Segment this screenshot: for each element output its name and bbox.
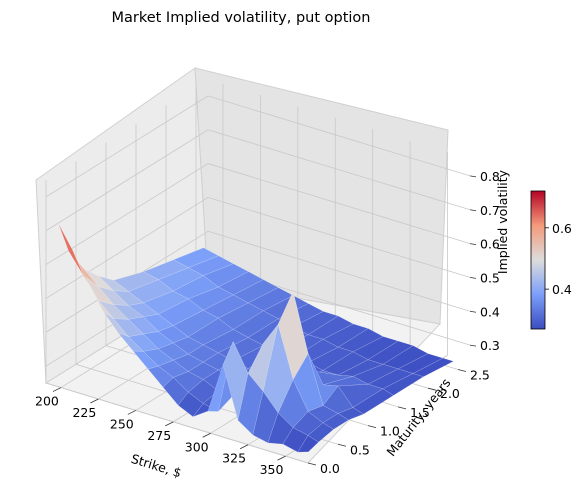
x-tick-label: 350 bbox=[260, 462, 284, 477]
y-tick bbox=[427, 387, 437, 391]
grid-line bbox=[45, 129, 471, 232]
y-tick-label: 1.0 bbox=[380, 424, 400, 439]
z-tick bbox=[469, 175, 477, 178]
grid-line bbox=[45, 196, 471, 299]
colorbar-tick-label: 0.6 bbox=[552, 221, 572, 236]
colorbar bbox=[530, 190, 546, 330]
x-tick-label: 300 bbox=[185, 439, 209, 454]
x-tick bbox=[52, 387, 62, 392]
x-tick-label: 225 bbox=[72, 405, 96, 420]
grid-line bbox=[45, 163, 471, 265]
surface-patch bbox=[307, 422, 334, 443]
z-tick bbox=[469, 277, 477, 279]
y-tick bbox=[397, 406, 407, 410]
x-tick bbox=[90, 398, 99, 404]
surface-patch bbox=[352, 388, 394, 415]
x-tick-label: 200 bbox=[35, 394, 59, 409]
z-tick-label: 0.6 bbox=[480, 237, 500, 252]
x-tick-label: 250 bbox=[110, 416, 134, 431]
z-tick bbox=[469, 310, 477, 313]
surface-patch bbox=[382, 373, 424, 396]
z-tick bbox=[469, 209, 477, 212]
y-tick bbox=[457, 369, 467, 372]
chart-title: Market Implied volatility, put option bbox=[111, 10, 370, 26]
y-tick-label: 0.0 bbox=[320, 461, 340, 476]
x-tick-label: 275 bbox=[147, 428, 171, 443]
x-tick bbox=[239, 444, 249, 450]
z-tick-label: 0.4 bbox=[480, 304, 500, 319]
x-tick bbox=[202, 432, 211, 438]
grid-line bbox=[45, 95, 471, 198]
x-axis-label: Strike, $ bbox=[129, 451, 183, 481]
grid-line bbox=[45, 180, 309, 464]
z-tick bbox=[469, 344, 477, 347]
colorbar-ticks: 0.4 0.6 bbox=[545, 221, 572, 297]
z-tick-label: 0.5 bbox=[480, 270, 500, 285]
z-tick bbox=[469, 243, 477, 245]
surface-patch bbox=[297, 435, 319, 453]
y-tick-label: 2.0 bbox=[440, 386, 460, 401]
y-tick-label: 2.5 bbox=[470, 367, 490, 382]
x-tick bbox=[277, 455, 286, 461]
z-axis-label: Implied volatility bbox=[495, 169, 510, 274]
y-tick-label: 1.5 bbox=[410, 405, 430, 420]
y-tick bbox=[337, 443, 347, 447]
surface-patch bbox=[322, 413, 349, 430]
surface-patch bbox=[412, 357, 455, 377]
z-tick-label: 0.8 bbox=[480, 169, 500, 184]
x-tick bbox=[127, 410, 137, 415]
colorbar-tick-label: 0.4 bbox=[552, 282, 572, 297]
y-tick bbox=[307, 462, 317, 466]
z-tick-label: 0.7 bbox=[480, 203, 500, 218]
x-tick bbox=[165, 421, 174, 427]
y-tick bbox=[367, 425, 377, 428]
vol-surface bbox=[58, 223, 455, 453]
z-tick-label: 0.3 bbox=[480, 338, 500, 353]
y-tick-label: 0.5 bbox=[350, 442, 370, 457]
x-tick-label: 325 bbox=[222, 451, 246, 466]
axis-ticks: 200 225 250 275 300 325 350 0.0 0.5 1.0 1.5 2.0 2.5 0… bbox=[35, 169, 500, 477]
